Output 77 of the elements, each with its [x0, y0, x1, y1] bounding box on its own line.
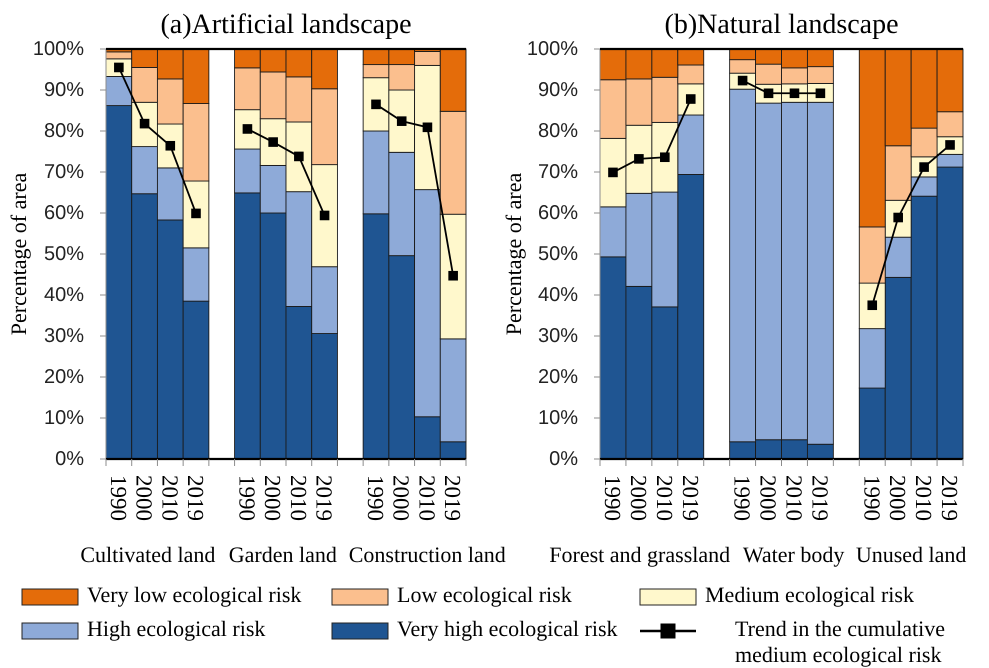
point	[660, 152, 670, 162]
y-tick-label: 50%	[44, 243, 84, 265]
point	[191, 208, 201, 218]
y-tick-label: 20%	[44, 366, 84, 388]
y-tick-label: 30%	[44, 325, 84, 347]
y-tick-label: 40%	[44, 284, 84, 306]
x-tick-label: 1990	[860, 475, 885, 521]
x-tick-label: 2010	[912, 475, 937, 521]
x-tick-label: 1990	[364, 475, 388, 521]
y-tick-label: 20%	[538, 366, 578, 388]
x-tick-label: 2000	[132, 475, 158, 521]
y-tick-label: 50%	[538, 243, 578, 265]
x-tick-label: 2000	[886, 475, 911, 521]
point	[422, 122, 432, 132]
point	[242, 124, 252, 134]
y-axis-title: Percentage of area	[500, 172, 526, 336]
x-tick-label: 2019	[184, 475, 208, 521]
point	[867, 300, 878, 310]
y-tick-label: 0%	[549, 448, 578, 470]
text: Water body	[742, 542, 844, 567]
text: Unused land	[856, 542, 966, 567]
y-tick-label: 90%	[538, 79, 578, 101]
legend-label: Very low ecological risk	[87, 582, 302, 607]
point	[448, 270, 458, 281]
x-tick-label: 2019	[938, 475, 963, 521]
text: Construction land	[348, 542, 506, 567]
point	[634, 154, 644, 164]
point	[165, 140, 176, 151]
text: Cultivated land	[80, 542, 216, 567]
x-tick-label: 2010	[414, 475, 440, 521]
legend-label: Medium ecological risk	[705, 582, 914, 607]
x-tick-label: 2010	[652, 475, 678, 521]
y-tick-label: 0%	[55, 448, 84, 470]
y-tick-label: 100%	[32, 38, 84, 60]
point	[320, 210, 330, 220]
y-tick-label: 40%	[538, 284, 578, 306]
x-tick-label: 2019	[808, 475, 833, 521]
point	[396, 116, 407, 126]
y-tick-label: 60%	[44, 202, 84, 224]
x-tick-label: 2019	[312, 475, 338, 521]
x-tick-label: 2019	[678, 475, 704, 521]
y-tick-label: 60%	[538, 202, 578, 224]
chart-title: (b)Natural landscape	[664, 9, 898, 40]
x-tick-label: 2010	[286, 475, 312, 521]
y-tick-label: 80%	[538, 120, 578, 142]
y-tick-label: 70%	[538, 161, 578, 183]
point	[268, 137, 278, 147]
x-tick-label: 2000	[389, 475, 414, 521]
x-tick-label: 2000	[756, 475, 782, 521]
chart-title: (a)Artificial landscape	[160, 9, 412, 40]
y-tick-label: 90%	[44, 79, 84, 101]
point	[140, 118, 150, 128]
legend-label: Low ecological risk	[397, 582, 572, 607]
y-axis-title: Percentage of area	[6, 172, 30, 336]
x-tick-label: 1990	[600, 475, 626, 521]
legend-label: High ecological risk	[87, 616, 266, 641]
text: Garden land	[228, 542, 337, 567]
x-tick-label: 2000	[626, 475, 652, 521]
x-tick-label: 2010	[782, 475, 807, 521]
x-tick-label: 1990	[730, 475, 756, 521]
text: Forest and grassland	[549, 542, 730, 567]
legend-label: Trend in the cumulative medium ecological risk	[735, 616, 945, 667]
x-tick-label: 2000	[260, 475, 286, 521]
point	[371, 100, 381, 110]
x-tick-label: 2010	[158, 475, 183, 521]
point	[608, 168, 618, 178]
y-tick-label: 10%	[44, 407, 84, 429]
legend-label: Very high ecological risk	[397, 616, 618, 641]
y-tick-label: 30%	[538, 325, 578, 347]
y-tick-label: 10%	[538, 407, 578, 429]
point	[294, 152, 304, 162]
y-tick-label: 100%	[526, 38, 578, 60]
x-tick-label: 1990	[106, 475, 132, 521]
x-tick-label: 1990	[234, 475, 260, 521]
x-tick-label: 2019	[440, 475, 466, 521]
y-tick-label: 80%	[44, 120, 84, 142]
y-tick-label: 70%	[44, 161, 84, 183]
